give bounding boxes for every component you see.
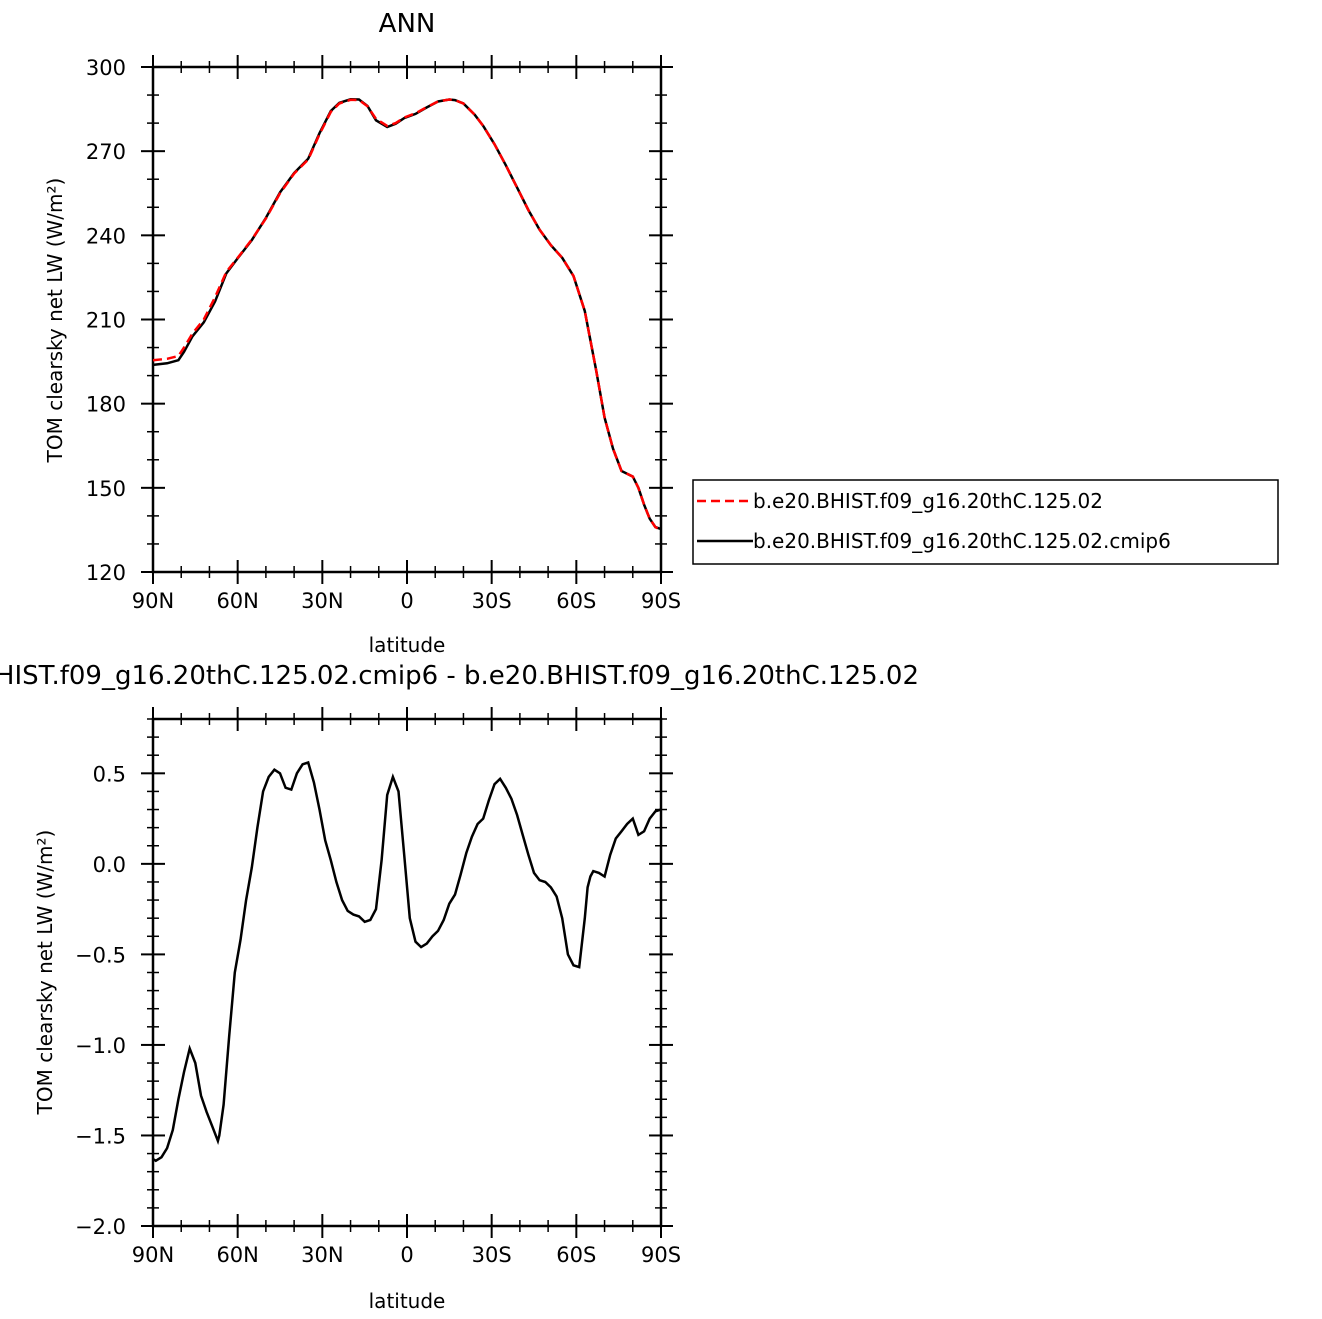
- top-x-tick-label: 30S: [472, 589, 512, 613]
- bottom-plot-frame: [151, 717, 663, 1228]
- top-y-tick-label: 240: [86, 224, 126, 248]
- bottom-y-tick-label: 0.5: [93, 762, 126, 786]
- bottom-y-tick-label: 0.0: [93, 853, 126, 877]
- bottom-x-axis-label: latitude: [369, 1289, 446, 1313]
- top-y-tick-label: 270: [86, 140, 126, 164]
- top-y-tick-label: 180: [86, 393, 126, 417]
- bottom-panel: b.e20.BHIST.f09_g16.20thC.125.02.cmip6 -…: [0, 661, 919, 1313]
- series-line-base: [152, 98, 662, 532]
- top-y-tick-labels: 120 150 180 210 240 270 300: [86, 56, 126, 585]
- bottom-y-tick-label: −1.0: [75, 1034, 126, 1058]
- top-x-tick-labels: 90N 60N 30N 0 30S 60S 90S: [132, 589, 681, 613]
- top-x-tick-label: 30N: [301, 589, 343, 613]
- bottom-y-tick-labels: −2.0 −1.5 −1.0 −0.5 0.0 0.5: [75, 762, 126, 1239]
- top-x-tick-label: 60S: [556, 589, 596, 613]
- top-panel: ANN 90N 60N 30N 0 30S 60S 90S 120 150 18…: [43, 9, 681, 657]
- top-plot-frame: [151, 65, 663, 574]
- top-x-axis-label: latitude: [369, 633, 446, 657]
- top-axis-ticks: [141, 55, 673, 584]
- legend-label-cmip6: b.e20.BHIST.f09_g16.20thC.125.02.cmip6: [753, 529, 1171, 553]
- top-x-tick-label: 90S: [641, 589, 681, 613]
- top-y-tick-label: 300: [86, 56, 126, 80]
- bottom-y-tick-label: −1.5: [75, 1124, 126, 1148]
- bottom-y-tick-label: −0.5: [75, 943, 126, 967]
- bottom-x-tick-label: 60N: [216, 1243, 258, 1267]
- legend-box: [692, 479, 1279, 565]
- top-chart-title: ANN: [379, 9, 436, 39]
- bottom-x-tick-label: 90S: [641, 1243, 681, 1267]
- top-x-tick-label: 60N: [216, 589, 258, 613]
- bottom-x-tick-label: 30S: [472, 1243, 512, 1267]
- bottom-x-tick-label: 30N: [301, 1243, 343, 1267]
- bottom-x-tick-labels: 90N 60N 30N 0 30S 60S 90S: [132, 1243, 681, 1267]
- top-y-tick-label: 150: [86, 477, 126, 501]
- top-y-tick-label: 210: [86, 309, 126, 333]
- bottom-chart-title: b.e20.BHIST.f09_g16.20thC.125.02.cmip6 -…: [0, 661, 919, 691]
- bottom-x-tick-label: 60S: [556, 1243, 596, 1267]
- legend: b.e20.BHIST.f09_g16.20thC.125.02 b.e20.B…: [692, 479, 1279, 565]
- series-line-difference: [152, 760, 662, 1163]
- top-x-tick-label: 0: [400, 589, 413, 613]
- top-x-tick-label: 90N: [132, 589, 174, 613]
- bottom-y-tick-label: −2.0: [75, 1215, 126, 1239]
- top-y-tick-label: 120: [86, 561, 126, 585]
- legend-label-base: b.e20.BHIST.f09_g16.20thC.125.02: [753, 489, 1103, 513]
- top-y-axis-label: TOM clearsky net LW (W/m²): [43, 178, 67, 464]
- bottom-x-tick-label: 90N: [132, 1243, 174, 1267]
- bottom-axis-ticks: [141, 707, 673, 1238]
- bottom-y-axis-label: TOM clearsky net LW (W/m²): [33, 830, 57, 1116]
- bottom-x-tick-label: 0: [400, 1243, 413, 1267]
